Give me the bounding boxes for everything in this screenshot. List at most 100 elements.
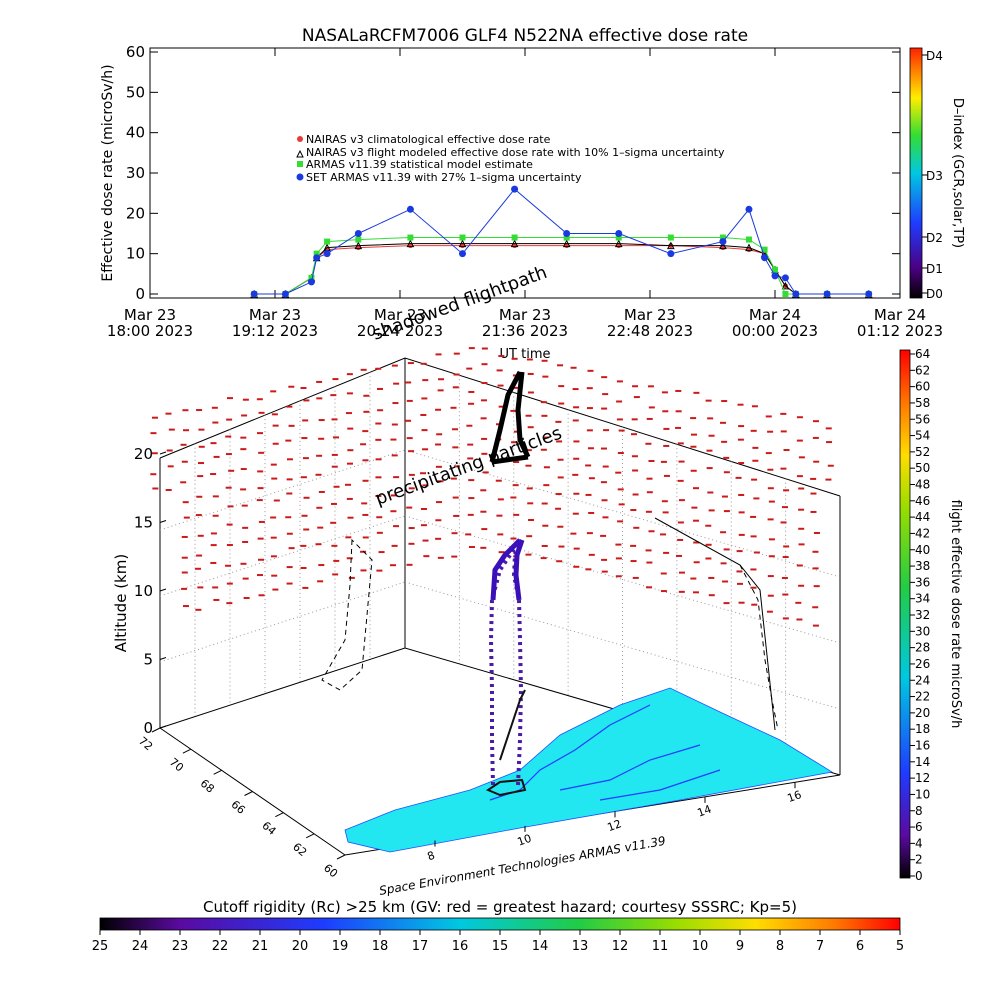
latitude-tick — [275, 812, 284, 818]
point-set-armas — [313, 254, 321, 262]
y-tick-label: 30 — [126, 164, 145, 182]
x-tick-label-date: Mar 24 — [749, 306, 801, 324]
rigidity-tick-label: 9 — [736, 939, 744, 954]
point-armas-model — [761, 246, 768, 253]
point-set-armas — [792, 290, 800, 298]
dose-rate-tick-label: 34 — [915, 592, 930, 606]
point-set-armas — [667, 250, 675, 258]
dose-rate-tick-label: 18 — [915, 722, 930, 736]
point-armas-model — [324, 238, 331, 245]
point-set-armas — [406, 205, 414, 213]
altitude-tick-label: 0 — [143, 719, 153, 737]
dose-rate-tick-label: 16 — [915, 739, 930, 753]
d-index-tick-label: D3 — [926, 169, 943, 183]
dose-rate-tick-label: 44 — [915, 510, 930, 524]
point-nairas-flight — [667, 241, 675, 250]
point-set-armas — [281, 290, 289, 298]
dose-rate-tick-label: 32 — [915, 608, 930, 622]
latitude-tick — [151, 727, 161, 733]
dose-rate-tick-label: 8 — [915, 804, 923, 818]
altitude-tick — [159, 451, 167, 455]
dose-rate-colorbar-ticks: 6462605856545250484644424038363432302826… — [910, 347, 930, 883]
altitude-tick-label: 20 — [134, 445, 153, 463]
dose-rate-tick-label: 48 — [915, 478, 930, 492]
latitude-tick-label: 64 — [259, 819, 278, 838]
latitude-tick-label: 60 — [321, 861, 340, 880]
lon-solid-projection — [654, 517, 776, 731]
point-armas-model — [772, 266, 778, 273]
altitude-tick — [159, 520, 167, 523]
dose-rate-tick-label: 4 — [915, 836, 923, 850]
x-tick-label-time: 22:48 2023 — [607, 322, 693, 340]
dose-rate-tick-label: 54 — [915, 429, 930, 443]
point-armas-model — [782, 291, 789, 297]
point-set-armas — [323, 250, 331, 258]
dose-rate-tick-label: 12 — [915, 771, 930, 785]
point-nairas-flight — [745, 243, 753, 252]
dose-rate-colorbar-label: flight effective dose rate microSv/h — [948, 500, 963, 729]
gridline — [159, 581, 406, 663]
point-set-armas — [761, 254, 769, 262]
scene-wall-edges — [159, 357, 841, 775]
dose-rate-tick-label: 0 — [915, 869, 923, 883]
legend-marker-set-armas — [296, 173, 304, 181]
legend: NAIRAS v3 climatological effective dose … — [296, 133, 725, 184]
rigidity-tick-label: 23 — [172, 939, 189, 954]
rigidity-tick-label: 17 — [412, 939, 429, 954]
point-nairas-flight — [458, 239, 467, 248]
rigidity-tick-label: 8 — [776, 939, 784, 954]
dose-rate-tick-label: 2 — [915, 853, 923, 867]
latitude-tick — [336, 854, 346, 860]
shadowed-flightpath — [489, 370, 531, 465]
x-tick-label-date: Mar 24 — [874, 306, 926, 324]
latitude-tick — [213, 769, 222, 775]
precipitating-particles-label: precipitating particles — [373, 423, 565, 510]
rigidity-tick-label: 5 — [896, 939, 904, 954]
latitude-tick-label: 68 — [198, 777, 217, 796]
point-nairas-flight — [354, 241, 363, 250]
altitude-tick-label: 15 — [134, 514, 153, 532]
chart-title: NASALaRCFM7006 GLF4 N522NA effective dos… — [302, 26, 748, 46]
dose-rate-tick-label: 24 — [915, 673, 930, 687]
dose-rate-tick-label: 42 — [915, 526, 930, 540]
dose-rate-tick-label: 36 — [915, 575, 930, 589]
x-tick-label-date: Mar 23 — [249, 306, 301, 324]
lon-projection — [739, 564, 779, 731]
dose-rate-tick-label: 14 — [915, 755, 930, 769]
altitude-axis-label: Altitude (km) — [112, 554, 130, 652]
point-set-armas — [307, 278, 315, 286]
x-tick-label-time: 01:12 2023 — [857, 322, 943, 340]
latitude-tick-label: 72 — [136, 734, 155, 753]
x-tick-label-time: 18:00 2023 — [107, 322, 193, 340]
flight-cruise-segment — [490, 538, 525, 601]
point-set-armas — [771, 272, 779, 280]
point-set-armas — [354, 230, 362, 237]
point-nairas-flight — [614, 239, 623, 248]
longitude-tick-label: 16 — [786, 788, 804, 805]
dose-rate-tick-label: 26 — [915, 657, 930, 671]
rigidity-tick-label: 15 — [492, 939, 509, 954]
altitude-tick-label: 10 — [134, 582, 153, 600]
d-index-tick-label: D4 — [926, 49, 943, 63]
gridline — [159, 449, 406, 531]
dose-rate-tick-label: 22 — [915, 690, 930, 704]
dose-rate-tick-label: 20 — [915, 706, 930, 720]
x-tick-label-date: Mar 23 — [374, 306, 426, 324]
point-set-armas — [563, 230, 571, 237]
legend-label-set-armas: SET ARMAS v11.39 with 27% 1–sigma uncert… — [306, 171, 582, 184]
ground-track — [485, 689, 527, 797]
point-armas-model — [615, 234, 622, 241]
point-armas-model — [667, 234, 674, 241]
altitude-tick — [159, 588, 167, 592]
rigidity-tick-label: 6 — [856, 939, 864, 954]
dose-rate-tick-label: 60 — [915, 380, 930, 394]
y-tick-label: 40 — [126, 124, 145, 142]
rigidity-tick-label: 11 — [652, 939, 669, 954]
rigidity-tick-label: 10 — [692, 939, 709, 954]
x-tick-label-date: Mar 23 — [499, 306, 551, 324]
point-set-armas — [719, 238, 727, 246]
point-set-armas — [615, 230, 623, 237]
dose-rate-tick-label: 6 — [915, 820, 923, 834]
altitude-tick — [159, 657, 167, 660]
